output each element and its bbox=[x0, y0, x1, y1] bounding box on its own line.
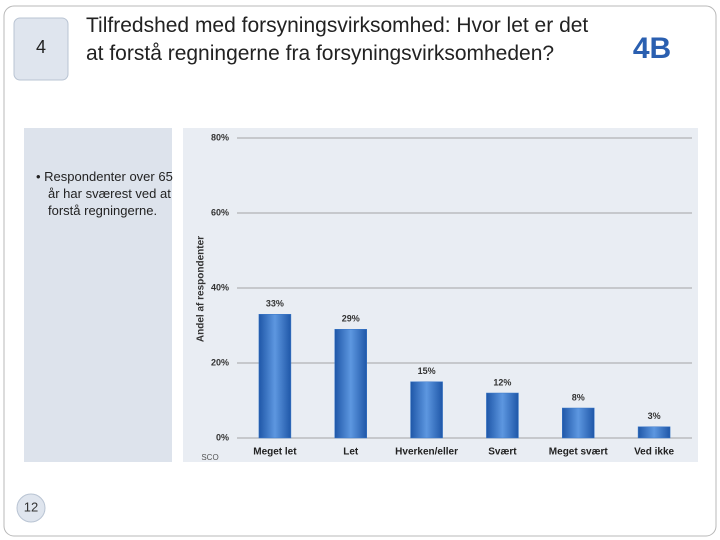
y-tick-label: 0% bbox=[216, 432, 229, 442]
y-tick-label: 40% bbox=[211, 282, 229, 292]
x-tick-label: Ved ikke bbox=[634, 447, 674, 458]
x-tick-label: Svært bbox=[488, 447, 517, 458]
side-panel bbox=[24, 128, 172, 462]
value-label: 29% bbox=[342, 314, 360, 324]
bar bbox=[486, 392, 519, 439]
value-label: 12% bbox=[493, 377, 511, 387]
bullet: • bbox=[36, 169, 45, 184]
logo: 4B bbox=[633, 32, 671, 65]
page-badge bbox=[16, 493, 46, 523]
y-tick-label: 80% bbox=[211, 132, 229, 142]
x-tick-label: Meget svært bbox=[549, 447, 609, 458]
bullet-body: Respondenter over 65 år har sværest ved … bbox=[44, 169, 173, 218]
x-tick-label: Let bbox=[343, 447, 359, 458]
value-label: 8% bbox=[572, 392, 585, 402]
bullet-text: • Respondenter over 65 år har sværest ve… bbox=[32, 168, 184, 219]
slide-title: Tilfredshed med forsyningsvirksomhed: Hv… bbox=[86, 14, 589, 65]
x-tick-label: Meget let bbox=[253, 447, 297, 458]
slide-border bbox=[3, 5, 717, 537]
value-label: 33% bbox=[266, 299, 284, 309]
value-label: 3% bbox=[648, 411, 661, 421]
value-label: 15% bbox=[418, 366, 436, 376]
page-number: 12 bbox=[24, 499, 38, 514]
source: SCO bbox=[201, 453, 218, 462]
bar bbox=[562, 407, 595, 439]
y-axis-label: Andel af respondenter bbox=[196, 236, 207, 342]
x-tick-label: Hverken/eller bbox=[395, 447, 458, 458]
y-tick-label: 20% bbox=[211, 357, 229, 367]
number-box bbox=[13, 17, 69, 81]
slide-number: 4 bbox=[36, 37, 46, 57]
bar bbox=[258, 314, 292, 439]
bar bbox=[637, 426, 671, 439]
bar bbox=[334, 329, 367, 439]
y-tick-label: 60% bbox=[211, 207, 229, 217]
bar bbox=[410, 381, 443, 439]
